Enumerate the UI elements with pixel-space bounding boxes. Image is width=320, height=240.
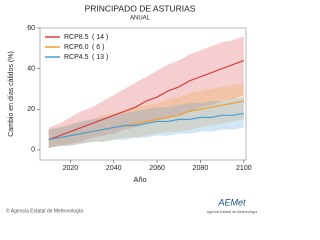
y-axis-label: Cambio en días cálidos (%) (8, 51, 15, 137)
y-tick-label: 0 (31, 147, 35, 154)
x-tick-label: 2080 (193, 165, 209, 172)
x-tick-label: 2100 (236, 165, 252, 172)
logo-subtitle: Agencia Estatal de Meteorología (207, 210, 258, 214)
legend-count: ( 6 ) (92, 44, 104, 51)
chart-title: PRINCIPADO DE ASTURIAS (85, 3, 196, 13)
band (48, 82, 244, 148)
legend-label: RCP4.5 (64, 54, 89, 61)
logo: AEMet (217, 197, 246, 207)
line (48, 59, 245, 141)
legend-label: RCP6.0 (64, 44, 89, 51)
legend-count: ( 14 ) (92, 34, 108, 41)
x-tick-label: 2060 (149, 165, 165, 172)
y-tick-label: 20 (27, 106, 35, 113)
chart-subtitle: ANUAL (130, 16, 151, 22)
plot-area (39, 27, 247, 161)
line (48, 112, 244, 141)
band (48, 36, 244, 148)
legend-label: RCP8.5 (64, 34, 89, 41)
y-tick-label: 60 (27, 25, 35, 32)
chart: PRINCIPADO DE ASTURIAS ANUAL Cambio en d… (6, 3, 258, 214)
x-tick-label: 2020 (63, 165, 79, 172)
x-axis-label: Año (133, 175, 146, 184)
footer-credit: © Agencia Estatal de Meteorología (6, 207, 83, 214)
x-tick-label: 2040 (106, 165, 122, 172)
y-tick-label: 40 (27, 65, 35, 72)
legend-count: ( 13 ) (92, 54, 108, 61)
